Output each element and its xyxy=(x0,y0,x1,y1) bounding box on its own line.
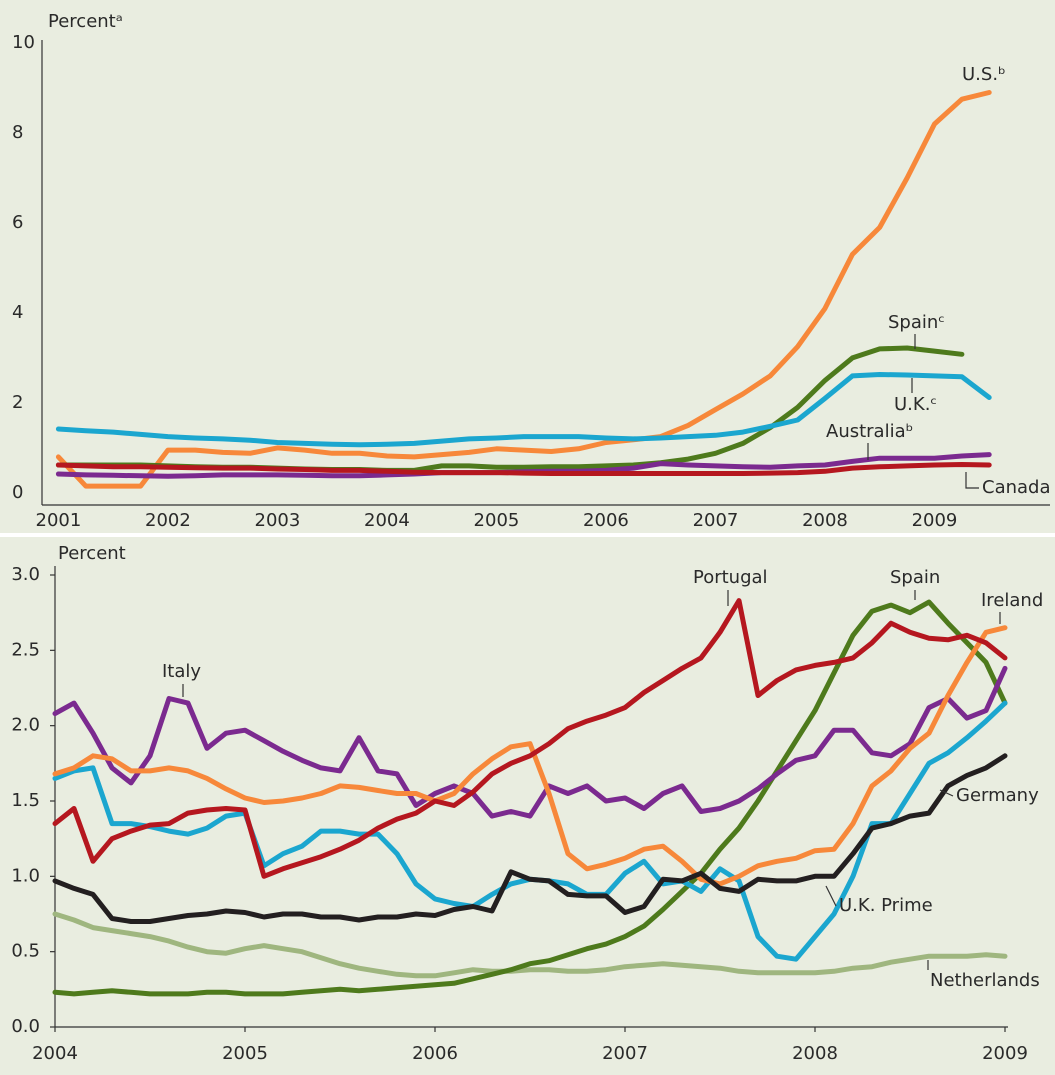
label-leader xyxy=(939,789,954,797)
series-label: Spain xyxy=(890,567,940,588)
x-tick-label: 2005 xyxy=(474,510,520,531)
label-leader xyxy=(825,885,837,907)
y-tick-label: 2.0 xyxy=(11,715,40,736)
label-leader xyxy=(965,472,979,489)
series-line xyxy=(55,372,992,448)
y-tick-label: 1.5 xyxy=(11,790,40,811)
y-tick-label: 10 xyxy=(12,32,35,53)
top-panel xyxy=(0,0,1055,533)
x-tick-label: 2009 xyxy=(912,510,958,531)
bottom-panel xyxy=(0,537,1055,1075)
x-tick-label: 2002 xyxy=(145,510,191,531)
series-line xyxy=(52,753,1008,924)
y-tick-label: 2 xyxy=(12,392,23,413)
y-tick-label: 1.0 xyxy=(11,865,40,886)
series-label: Canada xyxy=(982,477,1051,498)
series-label: Portugal xyxy=(693,567,768,588)
series-line xyxy=(52,665,1008,819)
x-tick-label: 2001 xyxy=(36,510,82,531)
series-label: Germany xyxy=(956,785,1039,806)
y-axis-title: Percent xyxy=(58,543,126,564)
series-label: U.S.ᵇ xyxy=(962,64,1006,85)
series-line xyxy=(55,462,992,476)
x-tick-label: 2005 xyxy=(222,1043,268,1064)
series-label: Italy xyxy=(162,661,201,682)
y-tick-label: 0.0 xyxy=(11,1016,40,1037)
y-tick-label: 4 xyxy=(12,302,23,323)
x-tick-label: 2006 xyxy=(583,510,629,531)
y-tick-label: 3.0 xyxy=(11,564,40,585)
y-tick-label: 0.5 xyxy=(11,941,40,962)
x-tick-label: 2008 xyxy=(802,510,848,531)
x-tick-label: 2006 xyxy=(412,1043,458,1064)
series-label: Ireland xyxy=(981,590,1043,611)
series-line xyxy=(52,625,1008,887)
x-tick-label: 2009 xyxy=(982,1043,1028,1064)
x-tick-label: 2003 xyxy=(255,510,301,531)
x-tick-label: 2008 xyxy=(792,1043,838,1064)
y-axis-title: Percentᵃ xyxy=(48,11,123,32)
y-tick-label: 6 xyxy=(12,212,23,233)
series-label: Australiaᵇ xyxy=(826,421,913,442)
x-tick-label: 2004 xyxy=(32,1043,78,1064)
x-tick-label: 2007 xyxy=(693,510,739,531)
series-line xyxy=(52,598,1008,879)
series-label: U.K. Prime xyxy=(839,895,933,916)
y-tick-label: 2.5 xyxy=(11,639,40,660)
series-line xyxy=(52,599,1008,997)
y-tick-label: 0 xyxy=(12,482,23,503)
x-tick-label: 2004 xyxy=(364,510,410,531)
series-line xyxy=(52,911,1008,979)
series-line xyxy=(55,90,992,489)
x-tick-label: 2007 xyxy=(602,1043,648,1064)
series-label: Spainᶜ xyxy=(888,312,945,333)
series-label: U.K.ᶜ xyxy=(894,394,937,415)
series-label: Netherlands xyxy=(930,970,1040,991)
y-tick-label: 8 xyxy=(12,122,23,143)
